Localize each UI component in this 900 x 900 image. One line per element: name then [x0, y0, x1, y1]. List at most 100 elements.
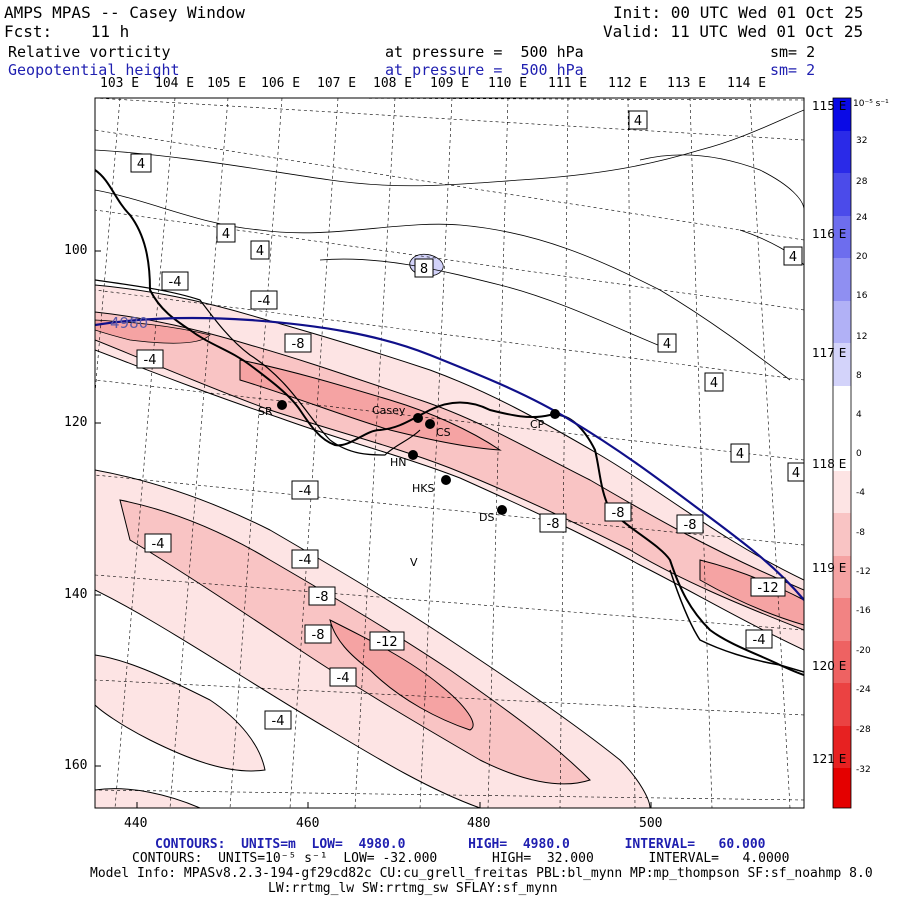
colorbar-tick: -16	[856, 606, 871, 616]
colorbar-swatch	[833, 131, 851, 173]
contour-label: -4	[337, 671, 350, 686]
colorbar: 10⁻⁵ s⁻¹ 32 28 24 20 16 12 8 4 0 -4 -8 -…	[832, 97, 889, 809]
contour-label: -4	[152, 537, 165, 552]
colorbar-swatch	[833, 556, 851, 598]
contour-label: -12	[376, 635, 397, 650]
field1-smoothing: sm= 2	[770, 43, 816, 61]
contour-labels: 4 4 4 4 4 4 4 4 4 8 -4 -4 -4 -8 -8 -8 -8…	[130, 110, 805, 730]
colorbar-swatch	[833, 173, 851, 216]
colorbar-tick: 20	[856, 252, 868, 262]
contour-label: -8	[312, 628, 325, 643]
station-marker	[408, 450, 418, 460]
station-label: HKS	[412, 482, 434, 495]
lon-label: 108 E	[373, 76, 413, 91]
plot-frame	[94, 97, 805, 809]
colorbar-tick: 28	[856, 177, 868, 187]
contour-label: 4	[256, 244, 264, 259]
coastline	[95, 169, 804, 676]
right-lon-labels: 115 E 116 E 117 E 118 E 119 E 120 E 121 …	[812, 99, 846, 766]
field2-name: Geopotential height	[8, 61, 180, 79]
colorbar-tick: 4	[856, 410, 862, 420]
contour-label: 4	[634, 114, 642, 129]
lon-label: 114 E	[727, 76, 767, 91]
lat-lon-grid	[95, 98, 804, 808]
x-axis-label: 480	[467, 816, 491, 831]
positive-contours	[95, 109, 804, 381]
height-contour-label: 4980	[110, 314, 148, 332]
station-label: HN	[390, 456, 407, 469]
x-axis-label: 440	[124, 816, 148, 831]
field1-name: Relative vorticity	[8, 43, 171, 61]
contour-label: -4	[258, 294, 271, 309]
contour-label: -12	[757, 581, 778, 596]
vorticity-shading-south	[95, 469, 651, 808]
lon-label: 111 E	[548, 76, 588, 91]
lon-label: 110 E	[488, 76, 528, 91]
lon-label: 115 E	[812, 99, 846, 113]
contour-label: 4	[736, 447, 744, 462]
height-contour-info: CONTOURS: UNITS=m LOW= 4980.0 HIGH= 4980…	[155, 837, 766, 852]
y-axis-label: 140	[64, 587, 88, 602]
station-marker	[441, 475, 451, 485]
vorticity-contour-info: CONTOURS: UNITS=10⁻⁵ s⁻¹ LOW= -32.000 HI…	[132, 851, 790, 866]
lon-label: 109 E	[430, 76, 470, 91]
station-label: DS	[479, 511, 494, 524]
station-label: V	[410, 556, 418, 569]
contour-label: -8	[316, 590, 329, 605]
station-label: CS	[436, 426, 451, 439]
colorbar-swatch	[833, 726, 851, 768]
colorbar-tick: -4	[856, 488, 865, 498]
lon-label: 113 E	[667, 76, 707, 91]
contour-label: -4	[299, 484, 312, 499]
coastline-lower	[669, 569, 804, 673]
lon-label: 107 E	[317, 76, 357, 91]
contour-label: 4	[137, 157, 145, 172]
lon-label: 106 E	[261, 76, 301, 91]
colorbar-tick: -12	[856, 567, 871, 577]
field2-level: at pressure = 500 hPa	[385, 61, 584, 79]
contour-label: -8	[547, 517, 560, 532]
y-axis-label: 120	[64, 415, 88, 430]
field1-level: at pressure = 500 hPa	[385, 43, 584, 61]
contour-label: 4	[663, 337, 671, 352]
station-marker	[277, 400, 287, 410]
y-axis-label: 100	[64, 243, 88, 258]
lon-label: 116 E	[812, 227, 846, 241]
station-marker	[497, 505, 507, 515]
colorbar-tick: 24	[856, 213, 868, 223]
colorbar-tick: 12	[856, 332, 867, 342]
contour-label: 4	[710, 376, 718, 391]
valid-time: Valid: 11 UTC Wed 01 Oct 25	[603, 22, 864, 41]
contour-label: -4	[299, 553, 312, 568]
positive-vorticity-blob	[409, 253, 444, 277]
y-axis-label: 160	[64, 758, 88, 773]
contour-label: 4	[792, 466, 800, 481]
contour-label: -4	[272, 714, 285, 729]
colorbar-swatch	[833, 386, 851, 471]
contour-label: -8	[612, 506, 625, 521]
lon-label: 105 E	[207, 76, 247, 91]
station-marker	[550, 409, 560, 419]
vorticity-shading-north	[95, 284, 804, 651]
contour-label: -4	[169, 275, 182, 290]
x-axis-label: 500	[639, 816, 663, 831]
colorbar-swatch	[833, 513, 851, 556]
colorbar-swatch	[833, 216, 851, 258]
colorbar-swatch	[833, 683, 851, 726]
colorbar-tick: 8	[856, 371, 862, 381]
lon-label: 120 E	[812, 659, 846, 673]
colorbar-swatch	[833, 768, 851, 808]
colorbar-swatch	[833, 258, 851, 301]
axis-ticks	[95, 250, 652, 808]
station-marker	[425, 419, 435, 429]
station-label: SR	[258, 405, 273, 418]
contour-label: 4	[789, 250, 797, 265]
colorbar-swatch	[833, 641, 851, 683]
contour-label: 4	[222, 227, 230, 242]
stations: SR Casey CS CP HN HKS DS V	[258, 400, 560, 569]
product-title: AMPS MPAS -- Casey Window	[4, 3, 245, 22]
colorbar-tick: -32	[856, 765, 871, 775]
model-info: Model Info: MPASv8.2.3-194-gf29cd82c CU:…	[90, 866, 873, 881]
contour-label: -8	[292, 337, 305, 352]
